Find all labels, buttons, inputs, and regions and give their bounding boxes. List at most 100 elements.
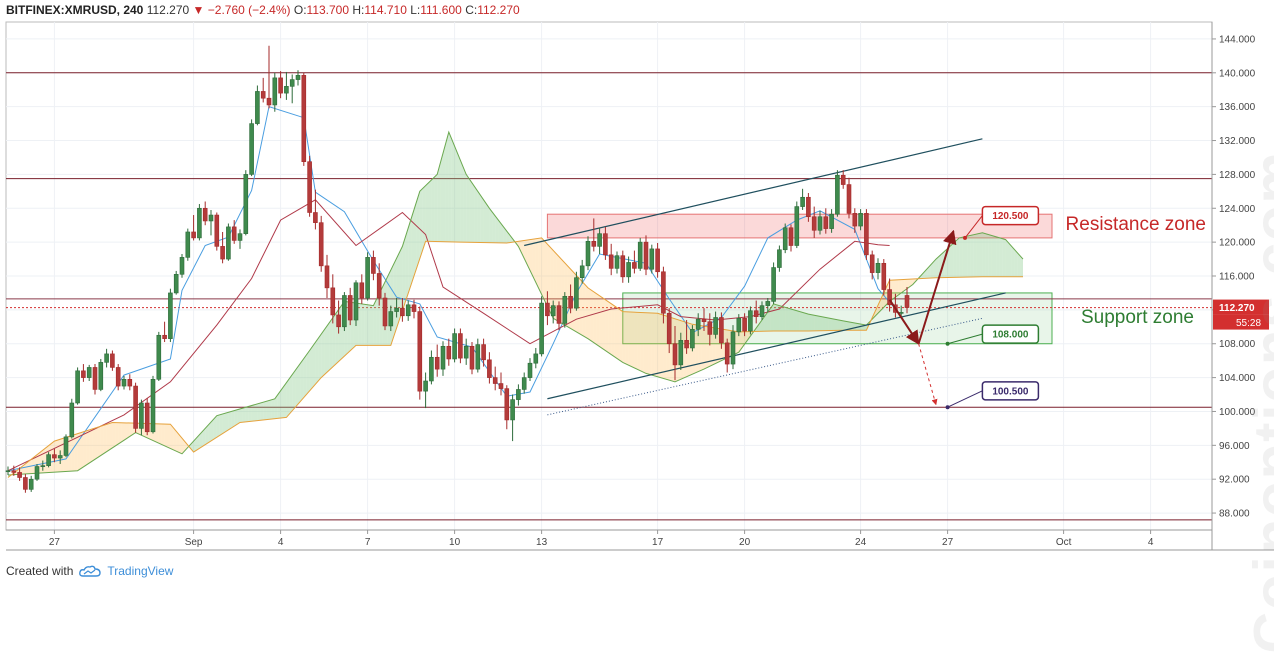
candle-body [69,402,75,438]
candle-body [562,296,568,324]
cloud-segment [846,321,849,331]
cloud-segment [811,314,815,331]
cloud-segment [219,414,223,436]
cloud-segment [712,327,716,365]
cloud-segment [544,241,548,307]
candle-body [11,470,17,473]
cloud-segment [283,382,287,418]
candle-body [347,295,353,321]
cloud-segment [622,311,626,364]
candle-body [632,262,637,269]
cloud-segment [364,304,368,346]
candle-body [864,213,869,256]
cloud-segment [77,432,81,471]
cloud-segment [628,311,632,367]
line-senkou-span-b [7,237,1023,478]
candle-body [463,345,469,359]
candle-body [481,344,486,361]
cloud-segment [764,311,768,332]
candle-body [98,362,104,390]
cloud-segment [414,200,417,276]
candle-body [695,318,701,330]
cloud-segment [242,407,246,423]
candle-body [150,378,156,433]
cloud-segment [100,425,104,456]
cloud-segment [451,139,455,242]
y-tick-label: 124.000 [1219,204,1256,215]
cloud-segment [895,279,899,298]
x-tick-label: 7 [365,537,371,548]
low-value: 111.600 [420,3,462,17]
cloud-segment [585,284,588,339]
cloud-segment [332,313,336,367]
cloud-segment [791,309,794,332]
tradingview-link[interactable]: TradingView [79,564,173,578]
cloud-segment [831,318,835,331]
cloud-segment [808,314,812,332]
y-tick-label: 128.000 [1219,170,1256,181]
cloud-segment [176,431,180,453]
candle-body [46,454,51,466]
candle-body [168,292,173,339]
tag-text: 100.500 [992,386,1029,397]
tag-box [981,381,1040,401]
symbol-label: BITFINEX:XMRUSD, 240 [6,3,144,17]
cloud-segment [92,428,95,462]
candle-body [904,295,910,308]
zone-labels: Resistance zone Support zone [1066,214,1206,328]
cloud-segment [405,228,409,303]
candle-body [794,206,800,246]
candle-body [86,367,92,378]
up-arrow [917,229,957,345]
countdown-badge [1213,314,1269,330]
cloud-segment [474,187,478,243]
cloud-segment [976,233,980,277]
x-tick-label: 10 [449,537,461,548]
cloud-segment [625,311,629,366]
cloud-segment [518,240,522,253]
cloud-segment [129,422,133,437]
candle-body [800,196,805,207]
cloud-segment [657,313,661,378]
cloud-segment [947,245,951,278]
cloud-segment [967,235,971,278]
candle-body [394,307,399,312]
candle-body [144,402,150,433]
candle-body [289,79,295,87]
cloud-segment [303,354,307,398]
candle-body [840,174,846,185]
cloud-segment [991,235,994,277]
cloud-segment [115,422,119,446]
cloud-segment [106,423,110,452]
tag-anchor-dot [945,341,950,346]
candle-body [226,226,231,260]
cloud-segment [251,404,255,422]
cloud-segment [211,418,214,441]
cloud-segment [196,434,200,451]
candle-body [736,318,742,333]
close-value: 112.270 [477,3,520,17]
cloud-segment [579,278,583,336]
cloud-segment [602,297,606,351]
cloud-segment [321,330,325,378]
cloud-segment [501,223,504,243]
x-tick-label: Oct [1056,537,1072,548]
candle-body [539,302,544,355]
candle-body [521,377,527,390]
cloud-segment [121,422,124,443]
cloud-segment [509,234,513,243]
cloud-segment [901,279,905,293]
candle-body [5,470,11,473]
price-tags: 120.500 108.000 100.500 [945,205,1040,410]
candle-body [823,216,829,229]
cloud-segment [907,279,910,289]
cloud-segment [411,209,414,285]
price-tag-2: 100.500 [945,381,1040,410]
cloud-segment [530,239,533,277]
y-tick-label: 132.000 [1219,136,1256,147]
cloud-segment [776,304,780,332]
cloud-segment [295,366,298,408]
cloud-segment [80,431,84,469]
cloud-segment [538,237,542,295]
price-chart[interactable]: 120.500 108.000 100.500 Resistance zone Sup… [0,0,1274,589]
